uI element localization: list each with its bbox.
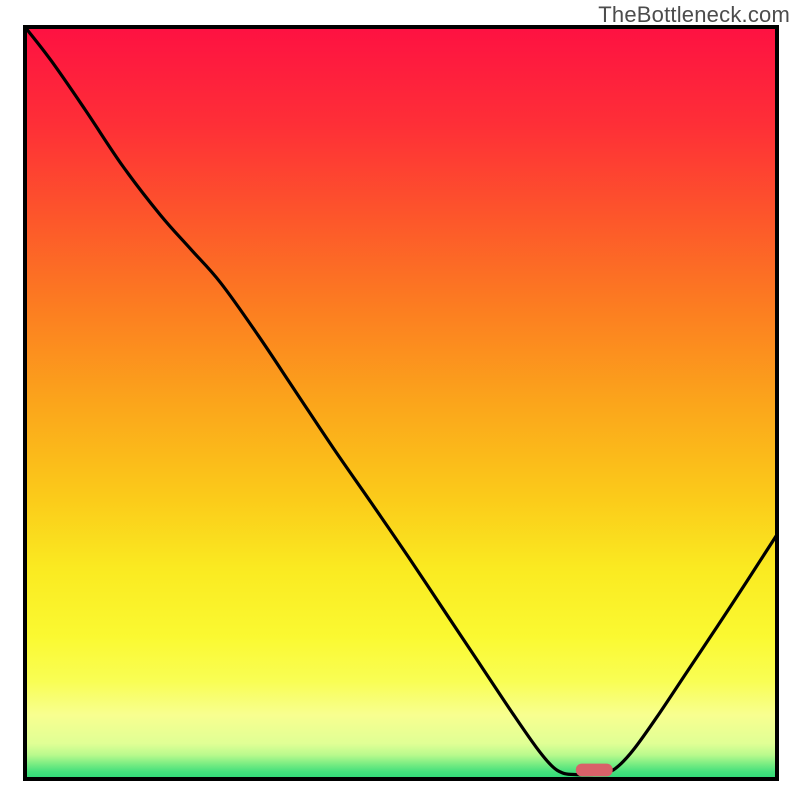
watermark-text: TheBottleneck.com [598,2,790,28]
plot-background [25,27,777,779]
selection-marker [576,764,613,777]
bottleneck-curve-chart [0,0,800,800]
